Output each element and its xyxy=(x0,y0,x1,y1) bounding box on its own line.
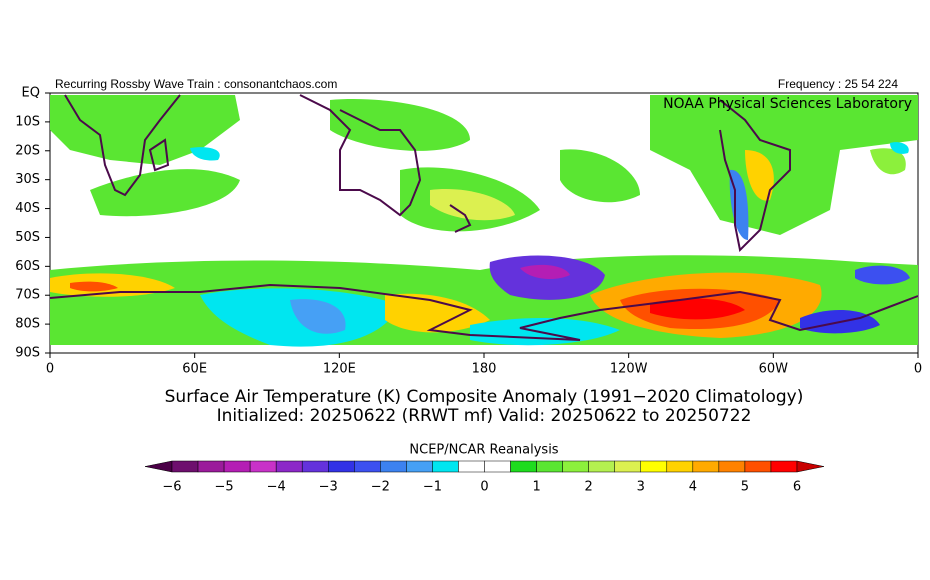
lat-labels: EQ 10S 20S 30S 40S 50S 60S 70S 80S 90S xyxy=(15,86,50,361)
lon-label: 0 xyxy=(46,362,54,377)
lon-label: 120W xyxy=(610,362,648,377)
colorbar-box xyxy=(562,460,589,473)
colorbar-box xyxy=(770,460,798,473)
colorbar-box xyxy=(640,460,668,473)
colorbar-label: 1 xyxy=(532,480,540,495)
colorbar-title: NCEP/NCAR Reanalysis xyxy=(409,443,558,458)
colorbar-box xyxy=(223,460,251,473)
colorbar-label: −4 xyxy=(267,480,286,495)
lon-label: 120E xyxy=(323,362,356,377)
colorbar-label: 6 xyxy=(793,480,801,495)
colorbar-label: −5 xyxy=(214,480,233,495)
map: NOAA Physical Sciences Laboratory EQ 10S 2… xyxy=(15,86,922,377)
anomaly-field xyxy=(50,95,918,347)
header-right: Frequency : 25 54 224 xyxy=(778,77,898,91)
lat-label: 60S xyxy=(15,259,40,274)
colorbar-end xyxy=(796,460,825,473)
colorbar-box xyxy=(536,460,563,473)
lat-label: 20S xyxy=(15,143,40,158)
lab-name: NOAA Physical Sciences Laboratory xyxy=(663,96,912,112)
colorbar-box xyxy=(380,460,407,473)
colorbar: −6 −5 −4 −3 −2 −1 0 1 2 3 4 5 6 xyxy=(144,460,825,495)
lon-label: 0 xyxy=(914,362,922,377)
lat-label: 10S xyxy=(15,114,40,129)
colorbar-box xyxy=(744,460,772,473)
lon-label: 60W xyxy=(759,362,789,377)
lon-label: 60E xyxy=(182,362,207,377)
colorbar-box xyxy=(328,460,355,473)
lat-label: 90S xyxy=(15,346,40,361)
lon-labels: 0 60E 120E 180 120W 60W 0 xyxy=(46,353,922,377)
colorbar-label: 5 xyxy=(741,480,749,495)
colorbar-box xyxy=(614,460,641,473)
colorbar-box xyxy=(666,460,694,473)
colorbar-box xyxy=(458,460,485,473)
title-line: Initialized: 20250622 (RRWT mf) Valid: 2… xyxy=(217,406,752,426)
colorbar-label: 4 xyxy=(689,480,697,495)
colorbar-label: 2 xyxy=(585,480,593,495)
lat-label: 70S xyxy=(15,288,40,303)
colorbar-label: −1 xyxy=(423,480,442,495)
colorbar-box xyxy=(432,460,459,473)
colorbar-box xyxy=(484,460,511,473)
header-left: Recurring Rossby Wave Train : consonantc… xyxy=(55,77,337,91)
colorbar-box xyxy=(197,460,225,473)
colorbar-box xyxy=(510,460,537,473)
colorbar-box xyxy=(588,460,615,473)
lat-label: 50S xyxy=(15,230,40,245)
coastlines xyxy=(49,94,919,341)
colorbar-label: −3 xyxy=(319,480,338,495)
colorbar-end xyxy=(144,460,173,473)
colorbar-label: −2 xyxy=(371,480,390,495)
colorbar-box xyxy=(718,460,746,473)
colorbar-box xyxy=(249,460,277,473)
colorbar-label: 0 xyxy=(480,480,488,495)
lon-label: 180 xyxy=(472,362,497,377)
colorbar-label: −6 xyxy=(162,480,181,495)
lat-label: EQ xyxy=(22,86,40,101)
colorbar-label: 3 xyxy=(637,480,645,495)
colorbar-box xyxy=(275,460,303,473)
colorbar-box xyxy=(171,460,199,473)
colorbar-box xyxy=(406,460,433,473)
colorbar-box xyxy=(354,460,381,473)
title-line: Surface Air Temperature (K) Composite An… xyxy=(165,387,804,407)
lat-label: 30S xyxy=(15,172,40,187)
colorbar-box xyxy=(301,460,329,473)
lat-label: 80S xyxy=(15,317,40,332)
lat-label: 40S xyxy=(15,201,40,216)
colorbar-box xyxy=(692,460,720,473)
